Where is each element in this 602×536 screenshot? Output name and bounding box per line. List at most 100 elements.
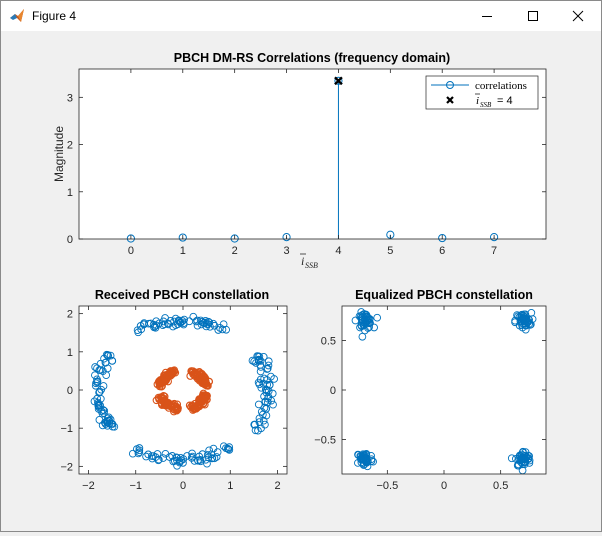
received-point <box>254 378 263 387</box>
plot1-legend: correlations i SSB = 4 <box>425 75 539 110</box>
equalized-point <box>361 318 370 326</box>
received-point <box>95 416 104 424</box>
legend-entry-correlations: correlations <box>475 80 527 92</box>
received-point <box>150 323 158 332</box>
received-point <box>190 457 199 465</box>
stem-marker <box>490 233 499 242</box>
received-point <box>197 320 206 329</box>
received-point <box>90 397 99 406</box>
equalized-point <box>356 323 364 332</box>
received-inner-point <box>201 378 209 387</box>
received-point <box>173 453 181 462</box>
received-point <box>98 421 107 430</box>
plot2-ytick-label: −1 <box>60 423 73 435</box>
received-point <box>225 443 234 451</box>
equalized-point <box>358 311 367 319</box>
plot1-ytick-label: 3 <box>67 92 73 104</box>
received-inner-point <box>203 395 211 404</box>
plot3-xtick-label: −0.5 <box>376 480 398 492</box>
received-point <box>219 442 228 451</box>
received-point <box>134 328 143 337</box>
received-point <box>153 450 162 458</box>
maximize-icon <box>528 11 538 21</box>
plot1-ylabel: Magnitude <box>52 126 66 182</box>
received-point <box>179 459 187 467</box>
received-point <box>222 325 231 334</box>
received-point <box>103 421 112 430</box>
maximize-button[interactable] <box>510 1 556 31</box>
matlab-icon <box>10 9 24 22</box>
received-point <box>250 357 259 366</box>
received-point <box>103 364 112 373</box>
equalized-constellation-plot: Equalized PBCH constellation −0.5 0 0.5 −0.… <box>314 288 547 492</box>
equalized-point <box>360 310 368 318</box>
received-point <box>209 319 218 328</box>
received-point <box>223 444 232 453</box>
equalized-point <box>524 454 533 463</box>
received-point <box>168 452 177 460</box>
received-point <box>96 366 105 374</box>
received-point <box>251 426 260 435</box>
received-point <box>166 316 175 325</box>
plot1-ytick-label: 0 <box>67 234 73 246</box>
received-point <box>264 357 273 366</box>
received-point <box>159 454 168 462</box>
received-point <box>254 355 263 364</box>
received-point <box>193 321 202 330</box>
received-inner-point <box>190 369 199 378</box>
received-point <box>106 351 115 360</box>
received-point <box>148 454 157 463</box>
plot2-xtick-label: 0 <box>180 480 186 492</box>
minimize-button[interactable] <box>464 1 510 31</box>
received-point <box>96 401 104 410</box>
received-point <box>214 326 223 334</box>
received-point <box>193 316 202 325</box>
equalized-point <box>525 315 533 324</box>
received-point <box>225 446 234 454</box>
plot1-xtick-label: 3 <box>283 245 289 257</box>
close-button[interactable] <box>555 1 601 31</box>
received-point <box>132 445 141 453</box>
received-point <box>152 321 161 330</box>
equalized-point <box>358 332 367 341</box>
equalized-point <box>514 461 523 470</box>
received-point <box>262 404 270 413</box>
equalized-point <box>511 318 519 327</box>
received-point <box>102 350 111 359</box>
received-inner-point <box>163 370 172 379</box>
received-inner-point <box>199 377 208 385</box>
received-inner-point <box>171 402 179 411</box>
plot1-xtick-label: 5 <box>387 245 393 257</box>
received-inner-point <box>199 373 208 381</box>
plot2-ytick-label: 1 <box>67 347 73 359</box>
plot1-title: PBCH DM-RS Correlations (frequency domai… <box>174 51 450 65</box>
correlation-plot: PBCH DM-RS Correlations (frequency domai… <box>52 51 547 270</box>
plot2-xtick-label: −2 <box>82 480 95 492</box>
plot3-ytick-label: 0.5 <box>321 336 336 348</box>
received-point <box>158 321 167 330</box>
received-point <box>212 453 221 461</box>
received-point <box>189 312 198 321</box>
received-point <box>255 352 264 361</box>
equalized-point <box>525 459 534 467</box>
equalized-point <box>507 454 516 463</box>
received-point <box>257 424 265 433</box>
received-point <box>176 319 185 327</box>
stem-marker <box>438 233 447 243</box>
received-point <box>108 357 117 365</box>
received-point <box>100 406 109 415</box>
svg-text:SSB: SSB <box>305 261 318 270</box>
plot3-xtick-label: 0.5 <box>493 480 508 492</box>
received-inner-point <box>188 402 197 411</box>
received-point <box>99 382 108 390</box>
plot1-xtick-label: 7 <box>491 245 497 257</box>
plot1-xtick-label: 4 <box>335 245 341 257</box>
received-point <box>94 399 103 408</box>
received-point <box>185 317 194 326</box>
received-point <box>93 378 101 386</box>
equalized-point <box>358 454 366 462</box>
received-inner-point <box>202 392 211 401</box>
plot3-axes-bg <box>342 306 546 474</box>
plot2-ytick-label: 0 <box>67 385 73 397</box>
